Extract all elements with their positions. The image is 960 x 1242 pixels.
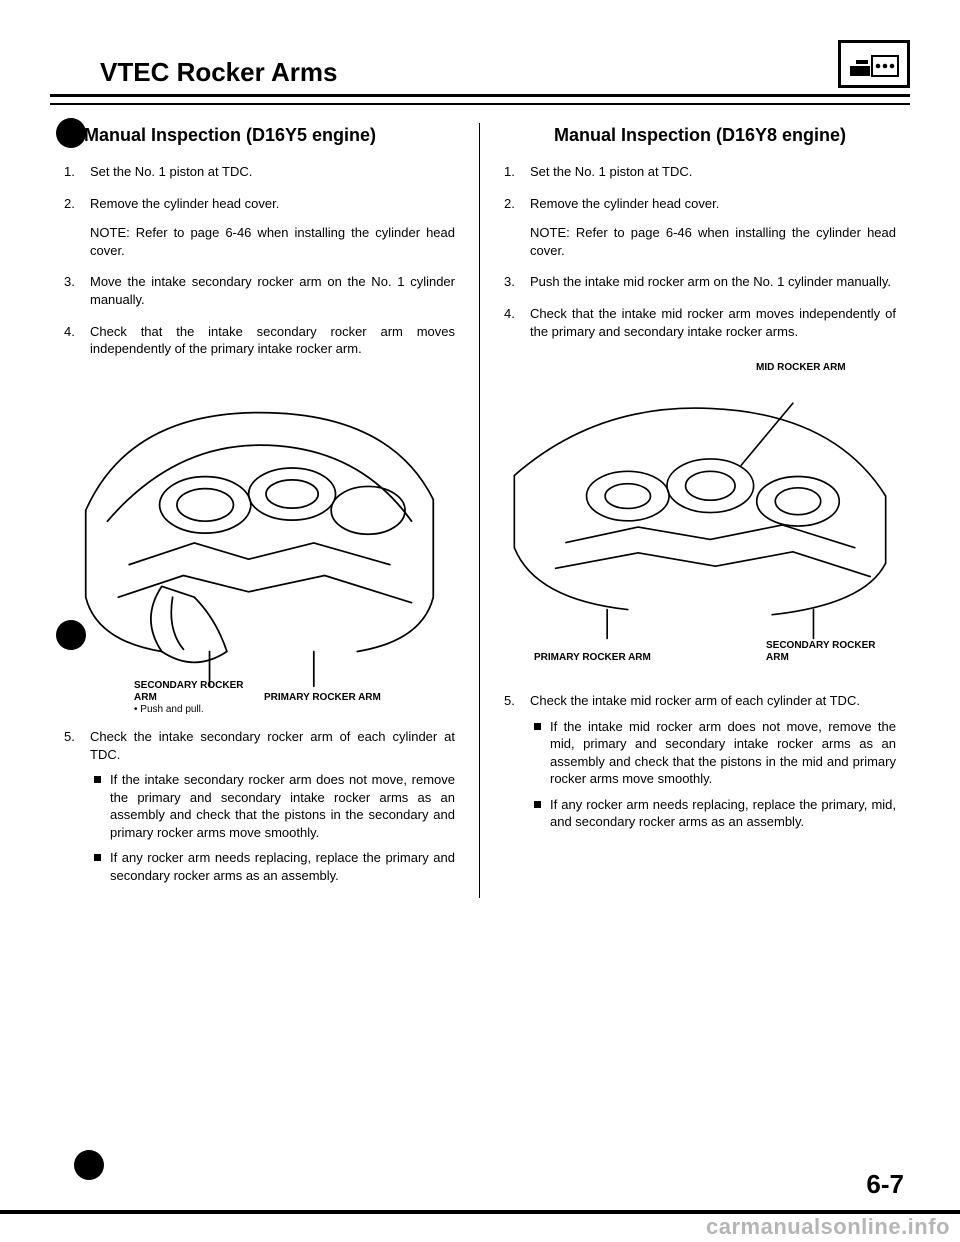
- two-column-layout: Manual Inspection (D16Y5 engine) Set the…: [50, 123, 910, 898]
- left-bullet-2: If any rocker arm needs replacing, repla…: [90, 849, 455, 884]
- right-steps: Set the No. 1 piston at TDC. Remove the …: [504, 163, 896, 340]
- right-step-1: Set the No. 1 piston at TDC.: [504, 163, 896, 181]
- right-step-2: Remove the cylinder head cover. NOTE: Re…: [504, 195, 896, 260]
- logo-svg: [848, 48, 900, 80]
- fig-label-primary: PRIMARY ROCKER ARM: [264, 692, 414, 704]
- left-figure-svg: [64, 380, 455, 706]
- left-column: Manual Inspection (D16Y5 engine) Set the…: [50, 123, 480, 898]
- right-figure: MID ROCKER ARM PRIMARY ROCKER ARM SECOND…: [504, 362, 896, 662]
- manufacturer-logo: [838, 40, 910, 88]
- left-step5-list: Check the intake secondary rocker arm of…: [64, 728, 455, 884]
- right-bullet-2: If any rocker arm needs replacing, repla…: [530, 796, 896, 831]
- fig-label-mid: MID ROCKER ARM: [756, 362, 856, 374]
- fig-label-secondary: SECONDARY ROCKER ARM • Push and pull.: [134, 680, 244, 716]
- page-title: VTEC Rocker Arms: [50, 57, 337, 88]
- right-figure-svg: [504, 362, 896, 651]
- left-step-5: Check the intake secondary rocker arm of…: [64, 728, 455, 884]
- margin-dot: [74, 1150, 104, 1180]
- margin-dot: [56, 118, 86, 148]
- right-step-5: Check the intake mid rocker arm of each …: [504, 692, 896, 831]
- right-step-2-note: NOTE: Refer to page 6-46 when installing…: [530, 224, 896, 259]
- left-section-title: Manual Inspection (D16Y5 engine): [64, 123, 455, 147]
- left-step-2-note: NOTE: Refer to page 6-46 when installing…: [90, 224, 455, 259]
- fig-label-primary-r: PRIMARY ROCKER ARM: [534, 652, 654, 664]
- left-step-2: Remove the cylinder head cover. NOTE: Re…: [64, 195, 455, 260]
- left-step-4: Check that the intake secondary rocker a…: [64, 323, 455, 358]
- left-steps: Set the No. 1 piston at TDC. Remove the …: [64, 163, 455, 357]
- left-step5-bullets: If the intake secondary rocker arm does …: [90, 771, 455, 884]
- left-figure: SECONDARY ROCKER ARM • Push and pull. PR…: [64, 380, 455, 710]
- left-step-1: Set the No. 1 piston at TDC.: [64, 163, 455, 181]
- right-column: Manual Inspection (D16Y8 engine) Set the…: [480, 123, 910, 898]
- right-step5-list: Check the intake mid rocker arm of each …: [504, 692, 896, 831]
- page-container: VTEC Rocker Arms Manual Inspection (D16Y…: [0, 0, 960, 1242]
- right-step-3: Push the intake mid rocker arm on the No…: [504, 273, 896, 291]
- top-divider: [50, 103, 910, 105]
- right-step-4: Check that the intake mid rocker arm mov…: [504, 305, 896, 340]
- right-section-title: Manual Inspection (D16Y8 engine): [504, 123, 896, 147]
- right-step5-bullets: If the intake mid rocker arm does not mo…: [530, 718, 896, 831]
- watermark: carmanualsonline.info: [706, 1214, 950, 1240]
- page-number: 6-7: [866, 1169, 904, 1200]
- right-bullet-1: If the intake mid rocker arm does not mo…: [530, 718, 896, 788]
- header-row: VTEC Rocker Arms: [50, 40, 910, 97]
- fig-label-secondary-r: SECONDARY ROCKER ARM: [766, 640, 876, 664]
- left-bullet-1: If the intake secondary rocker arm does …: [90, 771, 455, 841]
- left-step-3: Move the intake secondary rocker arm on …: [64, 273, 455, 308]
